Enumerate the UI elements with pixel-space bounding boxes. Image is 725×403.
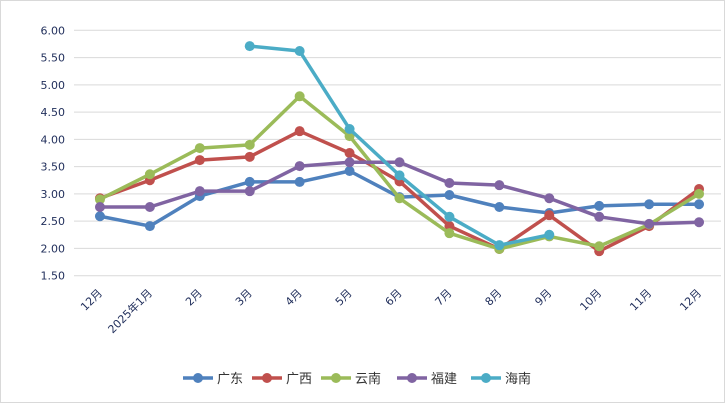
x-tick-label: 12月 — [677, 287, 704, 314]
x-tick-label: 7月 — [433, 287, 455, 309]
legend-label: 云南 — [355, 371, 381, 387]
data-point — [244, 176, 255, 187]
data-point — [94, 194, 105, 205]
legend-marker — [193, 373, 203, 383]
data-point — [294, 91, 305, 102]
legend-item: 广东 — [183, 372, 243, 387]
data-point — [394, 193, 405, 204]
data-point — [444, 211, 455, 222]
data-point — [644, 199, 655, 210]
data-point — [294, 176, 305, 187]
series-海南 — [244, 41, 555, 251]
data-point — [144, 201, 155, 212]
legend-label: 海南 — [505, 371, 531, 387]
data-point — [94, 201, 105, 212]
legend-marker — [407, 373, 417, 383]
x-tick-label: 3月 — [233, 287, 255, 309]
data-point — [544, 193, 555, 204]
y-tick-label: 5.00 — [41, 79, 66, 92]
data-point — [194, 186, 205, 197]
data-point — [444, 221, 455, 232]
data-point — [694, 199, 705, 210]
data-point — [494, 180, 505, 191]
y-tick-label: 5.50 — [41, 52, 66, 65]
data-point — [694, 217, 705, 228]
series-line — [249, 44, 550, 247]
data-point — [694, 188, 705, 199]
x-tick-label: 2月 — [183, 287, 205, 309]
data-point — [244, 41, 255, 52]
data-point — [594, 200, 605, 211]
y-tick-label: 1.50 — [41, 270, 66, 283]
data-point — [394, 157, 405, 168]
x-tick-label: 9月 — [532, 287, 554, 309]
series-广西 — [94, 126, 705, 257]
x-tick-label: 2025年1月 — [105, 286, 155, 336]
data-point — [94, 211, 105, 222]
y-tick-label: 4.00 — [41, 133, 66, 146]
data-point — [144, 169, 155, 180]
data-point — [344, 165, 355, 176]
legend-item: 云南 — [321, 371, 381, 387]
data-point — [494, 240, 505, 251]
data-point — [294, 126, 305, 137]
data-point — [244, 186, 255, 197]
x-tick-label: 8月 — [483, 287, 505, 309]
y-tick-label: 6.00 — [41, 24, 66, 37]
y-tick-label: 2.00 — [41, 242, 66, 255]
data-point — [444, 228, 455, 239]
x-tick-label: 4月 — [283, 287, 305, 309]
data-point — [544, 210, 555, 221]
data-point — [344, 124, 355, 135]
data-point — [344, 157, 355, 168]
legend-label: 广西 — [286, 372, 312, 387]
legend-label: 福建 — [431, 372, 457, 387]
y-tick-label: 3.00 — [41, 188, 66, 201]
legend-label: 广东 — [217, 372, 243, 387]
data-point — [294, 161, 305, 172]
x-tick-label: 5月 — [333, 287, 355, 309]
data-point — [294, 46, 305, 57]
data-point — [344, 148, 355, 158]
series-福建 — [94, 157, 705, 229]
data-point — [594, 211, 605, 222]
y-tick-label: 2.50 — [41, 215, 66, 228]
data-point — [194, 143, 205, 154]
x-tick-label: 12月 — [78, 287, 105, 314]
x-tick-label: 10月 — [577, 287, 604, 314]
legend-marker — [331, 373, 341, 383]
x-tick-label: 11月 — [627, 287, 654, 314]
y-tick-label: 4.50 — [41, 106, 66, 119]
data-point — [494, 201, 505, 212]
data-point — [544, 229, 555, 240]
data-point — [144, 221, 155, 232]
data-point — [244, 139, 255, 150]
series-line — [99, 129, 701, 253]
legend-item: 福建 — [397, 372, 457, 387]
data-point — [194, 155, 205, 166]
data-point — [594, 241, 605, 252]
data-point — [444, 189, 455, 200]
data-point — [644, 218, 655, 229]
data-point — [244, 151, 255, 162]
data-point — [444, 177, 455, 188]
legend-item: 广西 — [252, 372, 312, 387]
legend-item: 海南 — [471, 371, 531, 387]
data-point — [394, 170, 405, 181]
legend-marker — [481, 373, 491, 383]
y-tick-label: 3.50 — [41, 161, 66, 174]
legend-marker — [262, 373, 272, 383]
x-tick-label: 6月 — [383, 287, 405, 309]
